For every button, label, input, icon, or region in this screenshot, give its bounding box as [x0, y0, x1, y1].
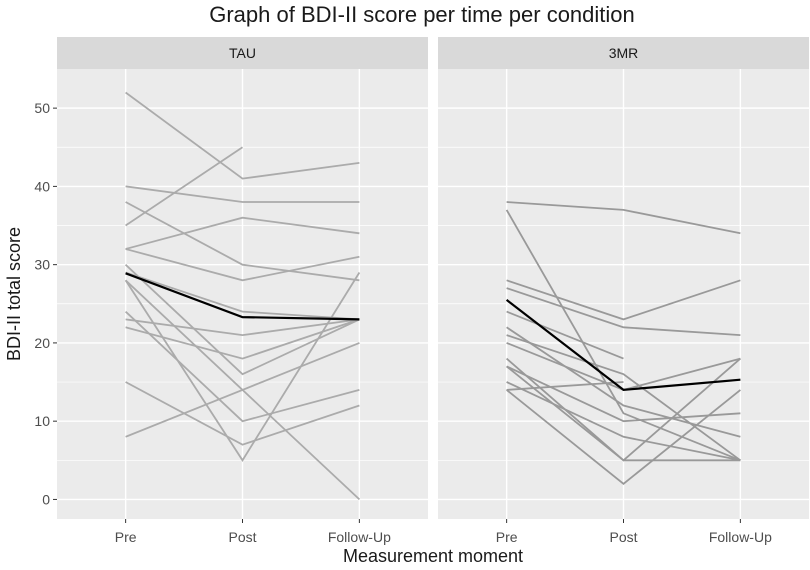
- y-tick-label: 0: [42, 491, 50, 507]
- gridlines-3mr: [438, 69, 809, 519]
- mean-line-3mr: [505, 299, 741, 392]
- participant-line: [125, 388, 361, 501]
- participant-line: [125, 381, 360, 446]
- mean-line: [125, 272, 360, 321]
- participant-line: [505, 209, 741, 462]
- x-tick-label: Follow-Up: [709, 529, 772, 545]
- participant-line: [125, 318, 360, 360]
- participant-line: [125, 271, 360, 321]
- x-tick-label: Post: [228, 529, 256, 545]
- participant-line: [506, 381, 624, 391]
- x-axis-title: Measurement moment: [343, 546, 523, 566]
- mean-line: [505, 299, 741, 392]
- x-tick-label: Follow-Up: [328, 529, 391, 545]
- strip-label-3mr: 3MR: [609, 45, 639, 61]
- strip-label-tau: TAU: [229, 45, 256, 61]
- participant-line: [125, 201, 360, 282]
- participant-line: [506, 389, 741, 485]
- individual-lines-tau: [124, 91, 361, 501]
- y-tick-label: 10: [34, 413, 50, 429]
- y-tick-label: 30: [34, 257, 50, 273]
- strip-background-tau: [57, 37, 428, 69]
- participant-line: [506, 365, 741, 423]
- x-tick-labels-tau: Pre Post Follow-Up: [115, 519, 391, 545]
- chart-title: Graph of BDI-II score per time per condi…: [209, 2, 635, 27]
- mean-line-tau: [125, 272, 360, 321]
- participant-line: [506, 381, 741, 462]
- participant-line: [125, 248, 360, 282]
- facet-3mr: 3MR Pre Post Follow-Up: [438, 37, 809, 545]
- y-tick-label: 40: [34, 178, 50, 194]
- y-tick-label: 20: [34, 335, 50, 351]
- x-tick-label: Pre: [496, 529, 518, 545]
- x-tick-label: Post: [609, 529, 637, 545]
- participant-line: [125, 318, 360, 337]
- participant-line: [125, 216, 360, 250]
- participant-line: [506, 287, 741, 336]
- participant-line: [506, 310, 624, 360]
- participant-line: [506, 326, 741, 438]
- y-tick-label: 50: [34, 100, 50, 116]
- individual-lines-3mr: [505, 201, 741, 485]
- strip-background-3mr: [438, 37, 809, 69]
- participant-line: [124, 310, 360, 423]
- participant-line: [125, 185, 360, 203]
- participant-line: [506, 334, 741, 462]
- participant-line: [506, 279, 741, 321]
- participant-line: [506, 201, 741, 235]
- participant-line: [506, 357, 741, 462]
- facet-tau: TAU Pre Post Follow-Up: [57, 37, 428, 545]
- y-axis: 0 10 20 30 40 50: [34, 100, 57, 507]
- y-axis-title: BDI-II total score: [4, 227, 24, 361]
- participant-line: [125, 91, 360, 180]
- participant-line: [124, 264, 360, 376]
- x-tick-label: Pre: [115, 529, 137, 545]
- x-tick-labels-3mr: Pre Post Follow-Up: [496, 519, 772, 545]
- participant-line: [124, 272, 361, 462]
